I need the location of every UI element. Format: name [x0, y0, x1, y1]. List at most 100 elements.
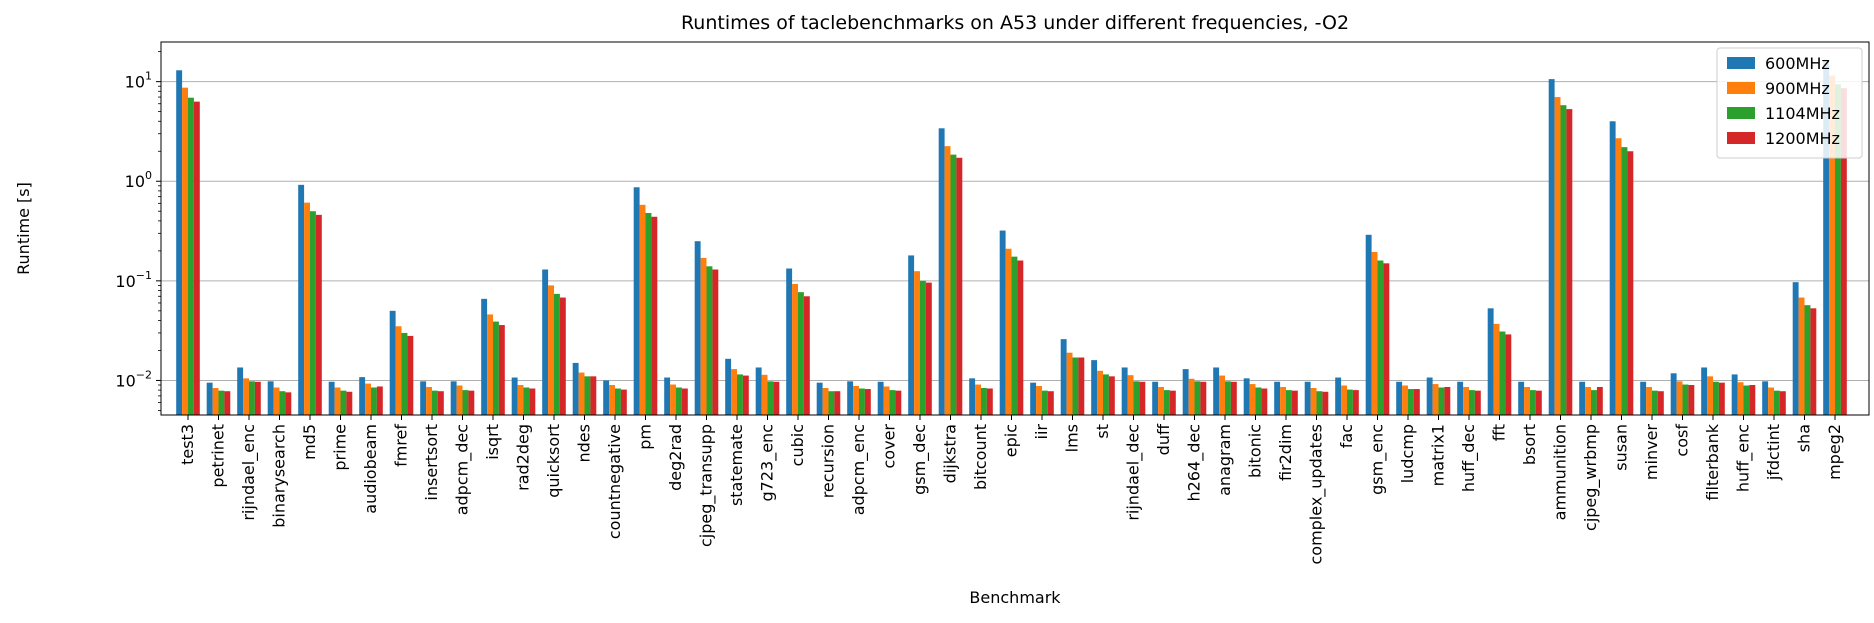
- x-tick-label: deg2rad: [666, 424, 685, 491]
- bar-900MHz-minver: [1646, 386, 1652, 415]
- bar-1104MHz-quicksort: [554, 293, 560, 415]
- bar-600MHz-minver: [1640, 381, 1647, 415]
- legend-label: 1104MHz: [1765, 104, 1840, 123]
- bar-1200MHz-fir2dim: [1291, 390, 1298, 415]
- bar-600MHz-quicksort: [542, 269, 549, 415]
- bar-1200MHz-petrinet: [224, 391, 231, 415]
- bar-900MHz-huff_enc: [1737, 382, 1744, 415]
- bar-600MHz-insertsort: [420, 381, 427, 415]
- bar-1200MHz-pm: [651, 216, 658, 415]
- bar-900MHz-lms: [1066, 352, 1073, 415]
- bar-600MHz-rijndael_enc: [237, 367, 244, 415]
- bar-1200MHz-jfdctint: [1779, 391, 1786, 415]
- x-tick-label: ndes: [575, 424, 594, 462]
- bar-1104MHz-fmref: [401, 332, 408, 415]
- bar-1200MHz-st: [1108, 376, 1115, 415]
- bar-600MHz-st: [1091, 360, 1098, 415]
- bar-1104MHz-deg2rad: [676, 387, 682, 415]
- x-tick-label: rad2deg: [514, 424, 533, 491]
- bar-1200MHz-rijndael_enc: [254, 381, 261, 415]
- bar-1200MHz-ndes: [590, 376, 597, 415]
- bar-1104MHz-cjpeg_transupp: [706, 266, 713, 415]
- x-tick-label: fmref: [392, 424, 411, 467]
- y-tick-label: 100: [125, 169, 152, 191]
- bar-1200MHz-fmref: [407, 335, 414, 415]
- bar-600MHz-isqrt: [481, 298, 488, 415]
- bar-1104MHz-recursion: [828, 391, 835, 415]
- bar-600MHz-ludcmp: [1396, 381, 1403, 415]
- x-tick-label: ludcmp: [1398, 424, 1417, 483]
- bar-1200MHz-complex_updates: [1322, 391, 1329, 415]
- chart-title: Runtimes of taclebenchmarks on A53 under…: [681, 12, 1349, 34]
- bar-900MHz-bitcount: [975, 384, 981, 415]
- bar-600MHz-susan: [1609, 121, 1616, 415]
- bar-1200MHz-cjpeg_wrbmp: [1596, 386, 1603, 415]
- bar-1200MHz-minver: [1657, 391, 1664, 415]
- x-tick-label: susan: [1612, 424, 1631, 471]
- bar-900MHz-audiobeam: [365, 383, 371, 415]
- bar-600MHz-iir: [1030, 382, 1037, 415]
- bar-1200MHz-susan: [1627, 151, 1634, 416]
- bar-600MHz-countnegative: [603, 380, 610, 415]
- bar-1200MHz-ludcmp: [1413, 389, 1420, 415]
- bar-900MHz-recursion: [822, 387, 829, 415]
- bar-900MHz-cjpeg_transupp: [700, 257, 707, 415]
- bar-1200MHz-bitonic: [1261, 388, 1268, 415]
- bar-900MHz-fmref: [395, 326, 402, 415]
- bar-900MHz-pm: [639, 204, 646, 415]
- bar-600MHz-huff_enc: [1731, 374, 1738, 415]
- x-tick-label: fir2dim: [1276, 424, 1295, 481]
- x-tick-label: fft: [1490, 424, 1509, 441]
- bar-900MHz-bsort: [1524, 386, 1530, 415]
- y-tick-label: 10−1: [115, 269, 152, 291]
- bar-1104MHz-prime: [340, 390, 347, 415]
- x-tick-label: quicksort: [544, 424, 563, 498]
- x-tick-label: huff_enc: [1734, 424, 1754, 492]
- y-tick-exponent: 1: [145, 70, 152, 83]
- bar-600MHz-cover: [877, 381, 884, 415]
- bar-900MHz-cosf: [1676, 381, 1683, 415]
- bar-1200MHz-adpcm_dec: [468, 390, 475, 415]
- bar-600MHz-anagram: [1213, 367, 1220, 415]
- bar-900MHz-prime: [334, 387, 341, 415]
- bar-900MHz-gsm_enc: [1371, 251, 1378, 415]
- bar-900MHz-matrix1: [1432, 384, 1439, 415]
- x-tick-label: statemate: [727, 424, 746, 506]
- bar-600MHz-g723_enc: [755, 367, 762, 415]
- bar-1104MHz-isqrt: [493, 321, 499, 415]
- y-tick-base: 10: [115, 371, 135, 390]
- bar-1200MHz-gsm_enc: [1383, 263, 1390, 415]
- bar-1104MHz-fft: [1499, 331, 1506, 415]
- bar-900MHz-cubic: [792, 283, 798, 415]
- bar-900MHz-ammunition: [1554, 97, 1561, 415]
- x-tick-label: rijndael_dec: [1124, 424, 1144, 521]
- bar-1104MHz-lms: [1072, 357, 1079, 415]
- bar-900MHz-statemate: [731, 369, 737, 415]
- bar-1104MHz-anagram: [1225, 381, 1231, 415]
- y-tick-exponent: 0: [145, 169, 152, 182]
- bar-1104MHz-huff_enc: [1743, 385, 1750, 415]
- bar-1200MHz-sha: [1810, 308, 1817, 415]
- bar-1200MHz-binarysearch: [285, 392, 292, 415]
- bar-1200MHz-iir: [1047, 391, 1054, 415]
- x-tick-label: rijndael_enc: [239, 424, 259, 521]
- bar-1104MHz-countnegative: [615, 388, 621, 415]
- bar-600MHz-ndes: [572, 362, 579, 415]
- bar-1104MHz-huff_dec: [1469, 390, 1475, 415]
- bar-1200MHz-audiobeam: [376, 386, 383, 415]
- x-tick-label: filterbank: [1703, 423, 1722, 500]
- bar-1200MHz-deg2rad: [681, 388, 688, 415]
- bar-1200MHz-rad2deg: [529, 388, 536, 415]
- bar-1104MHz-binarysearch: [279, 391, 286, 415]
- bar-1104MHz-ndes: [584, 376, 591, 415]
- bar-1104MHz-cjpeg_wrbmp: [1591, 390, 1597, 415]
- bar-1200MHz-cover: [895, 390, 902, 415]
- bar-900MHz-filterbank: [1707, 376, 1713, 415]
- bar-1200MHz-ammunition: [1566, 109, 1573, 415]
- bar-1200MHz-matrix1: [1444, 386, 1451, 415]
- x-tick-label: h264_dec: [1185, 424, 1205, 501]
- bar-1104MHz-bitonic: [1255, 387, 1262, 415]
- bar-900MHz-duff: [1158, 386, 1164, 415]
- bar-900MHz-rijndael_enc: [243, 378, 249, 415]
- bar-1200MHz-gsm_dec: [925, 282, 932, 415]
